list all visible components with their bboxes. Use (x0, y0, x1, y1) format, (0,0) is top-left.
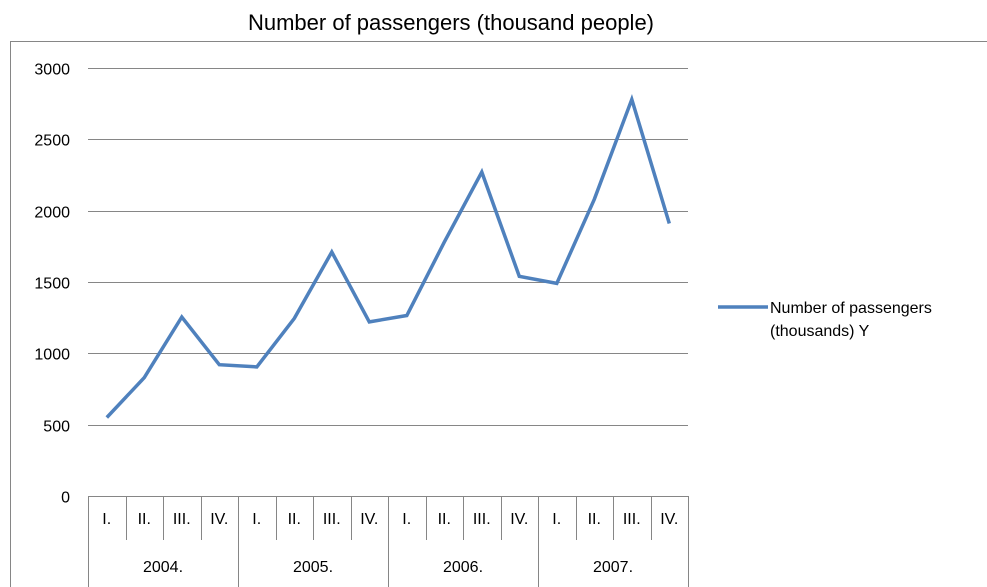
quarter-label: IV. (360, 511, 378, 528)
series-layer (105, 93, 671, 419)
quarter-label: II. (438, 511, 451, 528)
quarter-label: I. (102, 511, 111, 528)
year-label: 2006. (443, 559, 483, 576)
quarter-label: II. (588, 511, 601, 528)
category-axis (88, 496, 689, 587)
chart-title: Number of passengers (thousand people) (247, 10, 655, 35)
quarter-label: III. (473, 511, 491, 528)
y-tick-label: 2500 (34, 133, 70, 150)
series-line (105, 93, 671, 419)
quarter-label: II. (138, 511, 151, 528)
gridlines (88, 68, 688, 497)
y-tick-label: 1000 (34, 347, 70, 364)
x-axis-labels: I. II. III. IV. I. II. III. IV. I. II. III. IV. I. II… (102, 511, 678, 576)
y-tick-label: 3000 (34, 62, 70, 79)
quarter-label: III. (623, 511, 641, 528)
y-tick-label: 500 (43, 419, 70, 436)
y-tick-label: 0 (61, 490, 70, 507)
legend-label: Number of passengers (thousands) Y (770, 300, 932, 340)
quarter-label: II. (288, 511, 301, 528)
quarter-label: IV. (660, 511, 678, 528)
quarter-label: I. (402, 511, 411, 528)
quarter-label: IV. (510, 511, 528, 528)
chart-border (10, 41, 987, 587)
quarter-label: III. (173, 511, 191, 528)
year-label: 2007. (593, 559, 633, 576)
legend: Number of passengers (thousands) Y (718, 300, 932, 340)
quarter-label: IV. (210, 511, 228, 528)
year-label: 2005. (293, 559, 333, 576)
year-label: 2004. (143, 559, 183, 576)
y-tick-label: 1500 (34, 276, 70, 293)
y-tick-label: 2000 (34, 205, 70, 222)
y-axis-labels: 0 500 1000 1500 2000 2500 3000 (34, 62, 70, 507)
quarter-label: I. (252, 511, 261, 528)
quarter-label: I. (552, 511, 561, 528)
quarter-label: III. (323, 511, 341, 528)
